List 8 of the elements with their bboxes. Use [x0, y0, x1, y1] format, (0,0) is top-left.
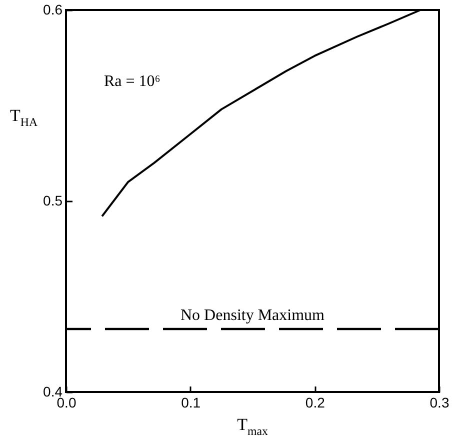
x-tick-label: 0.0	[56, 394, 76, 410]
x-tick-label: 0.1	[181, 394, 201, 410]
annotation: Ra = 10⁶	[104, 73, 160, 90]
ref-line-label: No Density Maximum	[180, 306, 326, 324]
y-tick-label: 0.6	[43, 2, 63, 18]
x-tick-label: 0.3	[430, 394, 450, 410]
x-tick-label: 0.2	[305, 394, 326, 410]
y-tick-label: 0.5	[43, 192, 63, 208]
